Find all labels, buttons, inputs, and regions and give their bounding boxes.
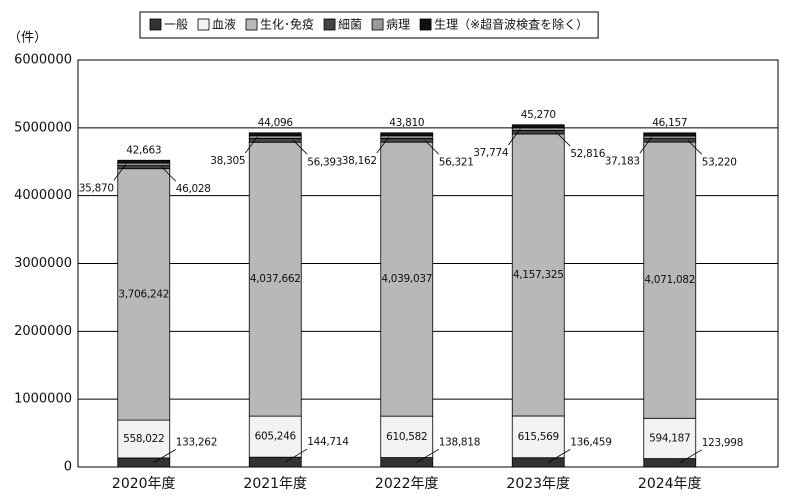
data-label: 594,187 [649, 432, 690, 444]
bar-segment [643, 132, 697, 137]
x-tick-label: 2020年度 [112, 476, 176, 492]
leader-line [687, 140, 703, 155]
y-axis-label: （件） [8, 31, 47, 46]
data-label: 605,246 [255, 431, 297, 443]
data-label: 53,220 [702, 156, 737, 168]
y-tick-label: 0 [64, 460, 72, 475]
leader-line [416, 448, 439, 463]
data-label: 558,022 [123, 433, 164, 445]
legend-label: 生化･免疫 [260, 17, 314, 32]
leader-line [555, 131, 571, 147]
bar-segment [117, 457, 171, 468]
bar-segment [380, 415, 434, 458]
legend-box [139, 11, 599, 39]
bar-segment [511, 124, 565, 129]
data-label: 38,162 [342, 155, 377, 167]
data-label: 35,870 [79, 182, 114, 194]
leader-line [113, 164, 127, 181]
data-label: 45,270 [521, 109, 556, 121]
leader-line [679, 449, 702, 464]
bar-segment [511, 457, 565, 468]
legend-swatch [245, 18, 258, 31]
legend-label: 生理（※超音波検査を除く） [434, 17, 588, 32]
legend-label: 一般 [164, 17, 188, 32]
data-label: 3,706,242 [118, 288, 169, 300]
leader-line [153, 449, 176, 463]
bar-segment [248, 456, 302, 468]
x-tick-label: 2022年度 [375, 476, 439, 492]
bar-segment [248, 141, 302, 417]
data-label: 42,663 [126, 144, 161, 156]
legend-swatch [419, 18, 432, 31]
legend-swatch [323, 18, 336, 31]
data-label: 38,305 [210, 155, 245, 167]
data-label: 4,037,662 [250, 273, 301, 285]
legend: 一般 血液 生化･免疫 細菌 病理 生理（※超音波検査を除く） [139, 11, 599, 39]
bar-segment [643, 141, 697, 419]
data-label: 610,582 [386, 431, 427, 443]
bar-segment [380, 141, 434, 417]
data-label: 615,569 [518, 431, 559, 443]
bar-segment [380, 132, 434, 137]
y-tick-label: 6000000 [14, 53, 72, 68]
leader-line [639, 137, 653, 154]
legend-swatch [197, 18, 210, 31]
bar-segment [511, 415, 565, 459]
bar-segment [117, 159, 171, 164]
data-label: 4,071,082 [644, 274, 695, 286]
x-tick-label: 2024年度 [638, 476, 702, 492]
data-label: 123,998 [702, 437, 743, 449]
legend-swatch [149, 18, 162, 31]
data-label: 56,321 [439, 156, 474, 168]
data-label: 43,810 [389, 117, 424, 129]
leader-line [507, 128, 521, 146]
bar-segment [643, 458, 697, 468]
data-label: 37,183 [605, 155, 640, 167]
bar-segment [380, 457, 434, 468]
y-tick-label: 4000000 [14, 188, 72, 203]
leader-line [292, 140, 308, 155]
data-label: 44,096 [258, 117, 294, 129]
y-tick-label: 5000000 [14, 120, 72, 135]
y-tick-label: 2000000 [14, 324, 72, 339]
leader-line [244, 136, 258, 154]
y-tick-label: 3000000 [14, 256, 72, 271]
leader-line [548, 449, 571, 463]
leader-line [376, 136, 390, 154]
legend-label: 病理 [386, 17, 410, 32]
data-label: 52,816 [570, 148, 606, 160]
data-label: 46,157 [652, 117, 687, 129]
data-label: 46,028 [176, 183, 211, 195]
legend-swatch [371, 18, 384, 31]
bar-segment [511, 133, 565, 417]
leader-line [285, 448, 308, 463]
data-label: 4,157,325 [513, 269, 564, 281]
x-tick-label: 2023年度 [506, 476, 570, 492]
legend-label: 細菌 [338, 18, 362, 32]
data-label: 144,714 [307, 436, 349, 448]
leader-line [161, 166, 177, 182]
leader-line [424, 139, 440, 155]
data-label: 138,818 [439, 436, 480, 448]
bar-segment [248, 132, 302, 137]
bar-segment [643, 417, 697, 459]
x-tick-label: 2021年度 [243, 476, 307, 492]
y-tick-label: 1000000 [14, 392, 72, 407]
data-label: 4,039,037 [381, 273, 432, 285]
bar-segment [117, 168, 171, 421]
data-label: 56,393 [307, 156, 342, 168]
legend-label: 血液 [212, 17, 236, 32]
data-label: 136,459 [570, 436, 611, 448]
bar-segment [248, 415, 302, 458]
data-label: 133,262 [176, 436, 217, 448]
data-label: 37,774 [473, 147, 509, 159]
